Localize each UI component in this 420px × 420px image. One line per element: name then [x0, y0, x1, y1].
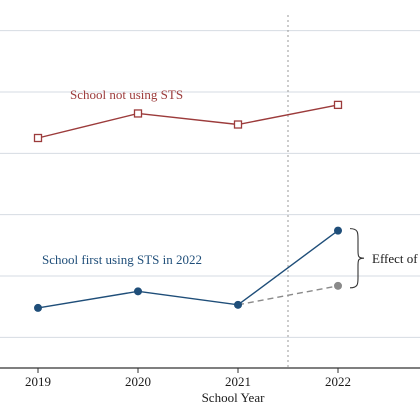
series-line-0 [37, 104, 339, 139]
x-axis-label: School Year [202, 390, 266, 405]
series-1-point-1 [134, 287, 142, 296]
series-0-point-1 [133, 109, 143, 118]
series-1-point-2 [234, 300, 242, 309]
series-label-first-using-sts: School first using STS in 2022 [42, 252, 202, 267]
series-0-point-3 [333, 100, 343, 110]
series-layer [33, 100, 343, 312]
annotation-layer: Effect of [349, 228, 418, 289]
series-1-point-3 [334, 226, 342, 235]
x-tick-label-1: 2020 [125, 374, 151, 389]
series-label-not-using-sts: School not using STS [70, 87, 183, 102]
effect-label: Effect of [372, 251, 418, 266]
series-1-point-0 [34, 303, 42, 312]
x-tick-label-2: 2021 [225, 374, 251, 389]
x-ticks: 2019 2020 2021 2022 [25, 368, 351, 389]
x-tick-label-0: 2019 [25, 374, 51, 389]
series-0-point-0 [33, 133, 43, 143]
plot-area [0, 0, 420, 380]
gridlines [0, 30, 420, 338]
effect-brace [349, 228, 365, 289]
x-tick-label-3: 2022 [325, 374, 351, 389]
series-2-point-1 [334, 281, 342, 290]
series-line-2 [237, 285, 339, 306]
series-line-1 [37, 230, 339, 309]
series-0-point-2 [233, 120, 243, 129]
